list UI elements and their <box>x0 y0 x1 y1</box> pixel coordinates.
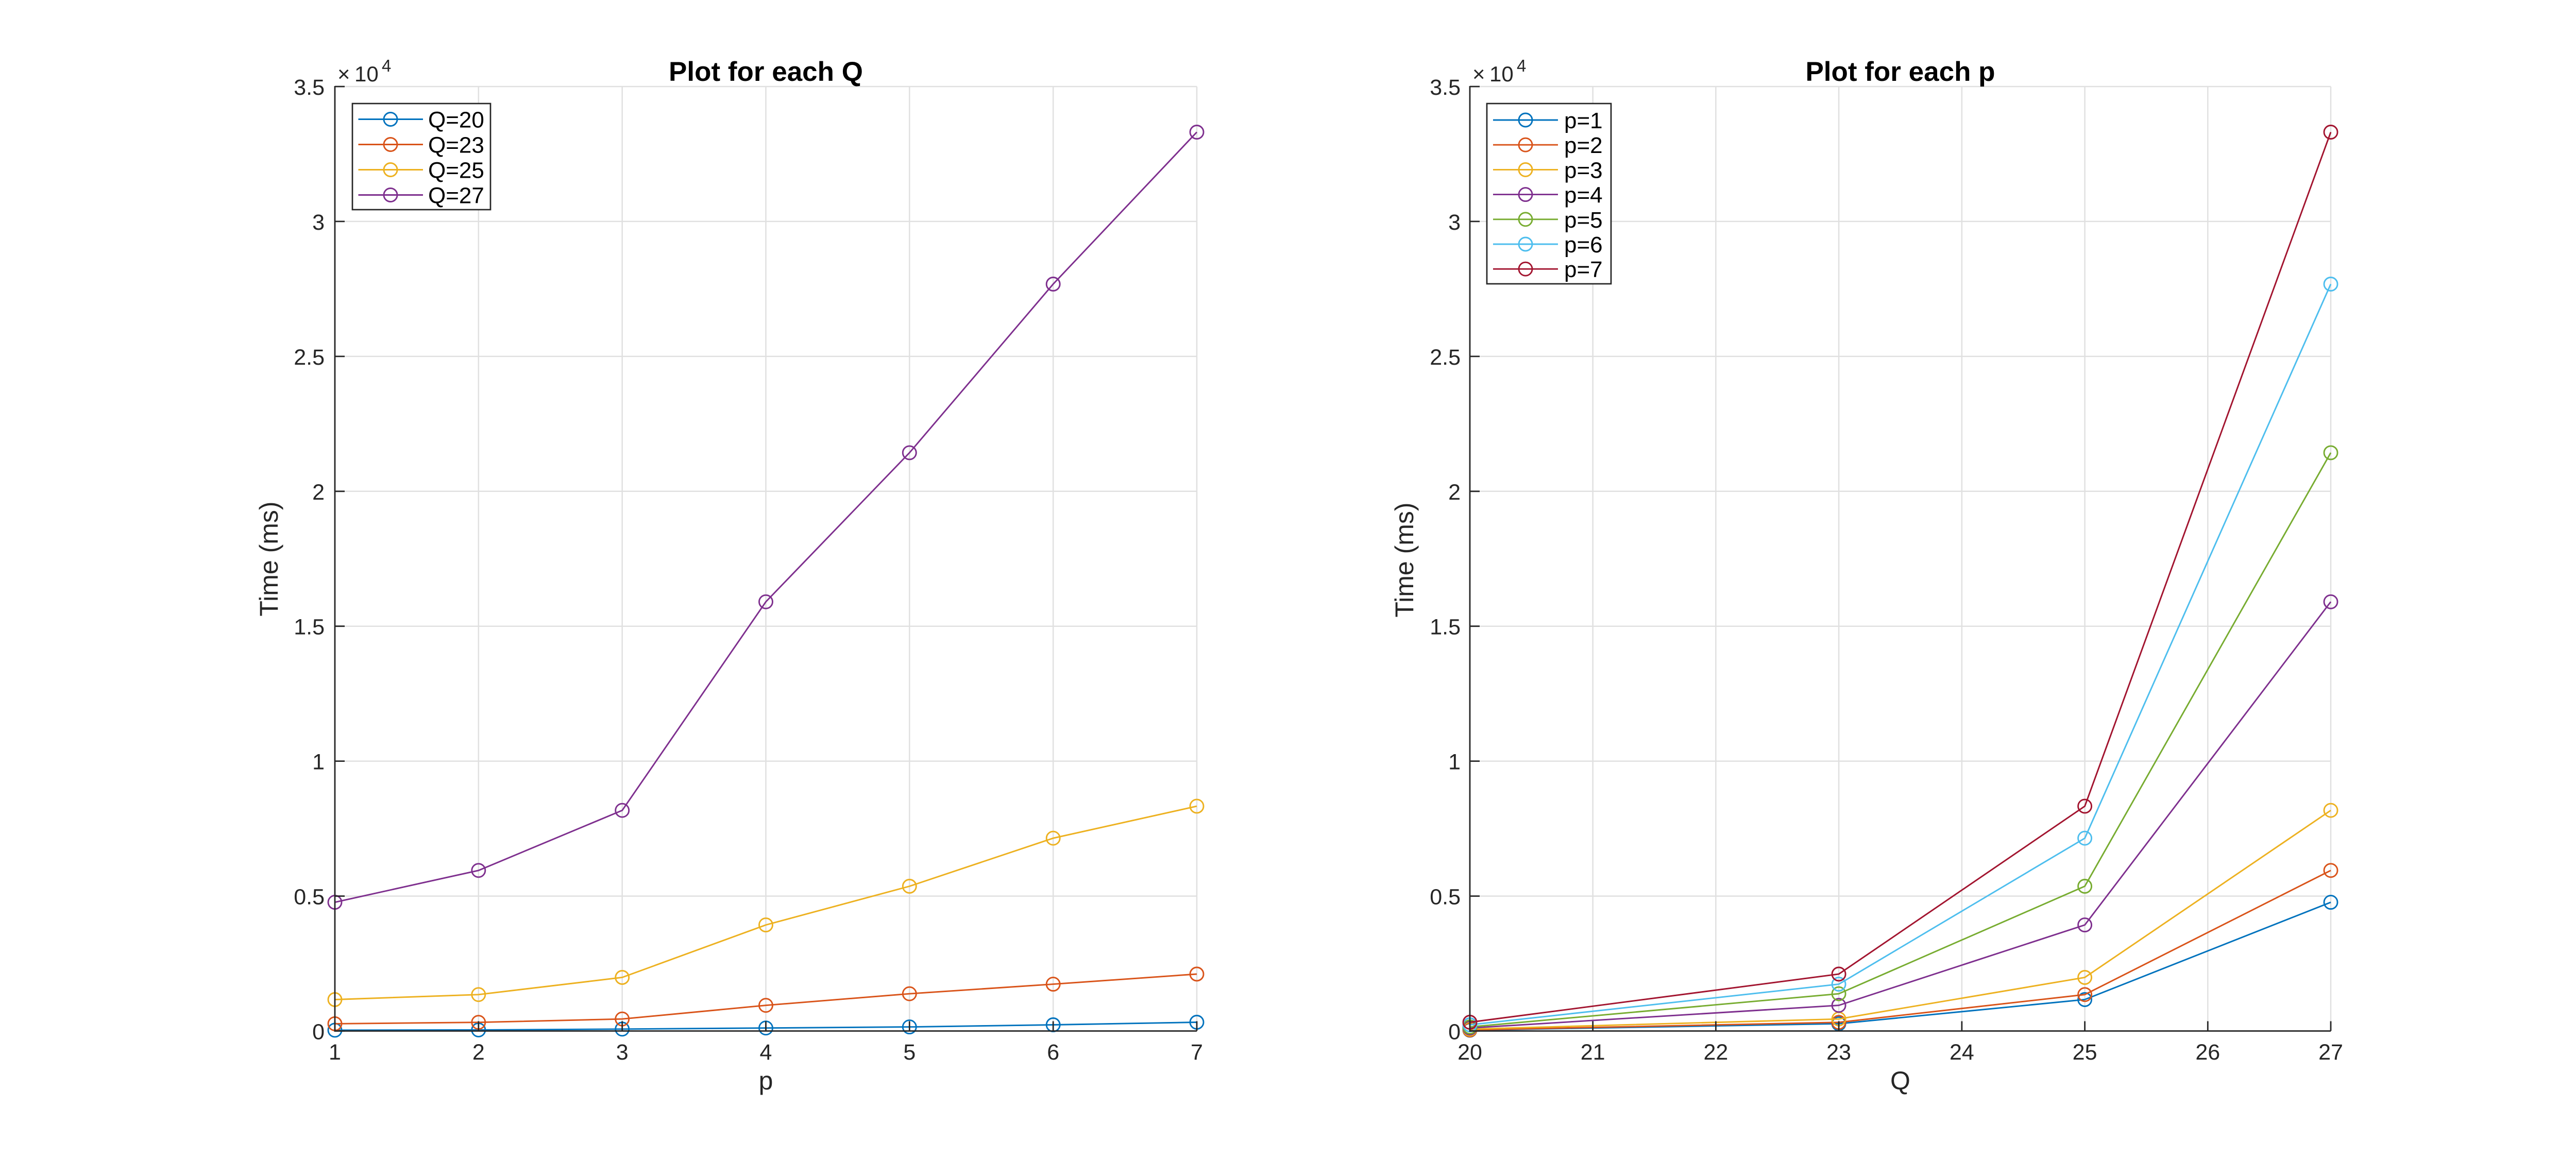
svg-text:2: 2 <box>312 480 325 505</box>
svg-text:21: 21 <box>1581 1040 1605 1065</box>
svg-text:1: 1 <box>312 750 325 775</box>
svg-text:2.5: 2.5 <box>1430 345 1461 370</box>
svg-text:×: × <box>337 62 350 86</box>
svg-text:7: 7 <box>1191 1040 1203 1065</box>
svg-text:1.5: 1.5 <box>1430 615 1461 640</box>
svg-text:2: 2 <box>1448 480 1461 505</box>
svg-text:3.5: 3.5 <box>294 75 325 100</box>
svg-text:p: p <box>759 1066 773 1095</box>
svg-text:Plot for each Q: Plot for each Q <box>669 57 863 87</box>
svg-text:p=5: p=5 <box>1564 208 1603 233</box>
svg-text:1: 1 <box>329 1040 341 1065</box>
svg-text:p=4: p=4 <box>1564 183 1603 208</box>
svg-text:23: 23 <box>1826 1040 1851 1065</box>
svg-text:Q=20: Q=20 <box>428 108 484 133</box>
svg-text:10: 10 <box>354 62 379 86</box>
svg-text:3: 3 <box>312 210 325 235</box>
svg-text:26: 26 <box>2195 1040 2220 1065</box>
svg-text:p=2: p=2 <box>1564 133 1603 158</box>
svg-text:Time (ms): Time (ms) <box>1390 502 1419 617</box>
svg-text:27: 27 <box>2318 1040 2343 1065</box>
svg-text:Q=27: Q=27 <box>428 183 484 209</box>
svg-text:3.5: 3.5 <box>1430 75 1461 100</box>
svg-text:4: 4 <box>1517 56 1526 75</box>
svg-text:0.5: 0.5 <box>294 885 325 910</box>
svg-text:p=3: p=3 <box>1564 158 1603 183</box>
svg-text:4: 4 <box>382 56 391 75</box>
svg-text:22: 22 <box>1703 1040 1728 1065</box>
svg-text:p=6: p=6 <box>1564 232 1603 258</box>
svg-text:25: 25 <box>2073 1040 2097 1065</box>
svg-text:20: 20 <box>1458 1040 1482 1065</box>
svg-text:5: 5 <box>903 1040 916 1065</box>
svg-text:Q: Q <box>1890 1066 1910 1095</box>
svg-text:3: 3 <box>616 1040 629 1065</box>
svg-text:2: 2 <box>472 1040 485 1065</box>
svg-text:2.5: 2.5 <box>294 345 325 370</box>
svg-text:1: 1 <box>1448 750 1461 775</box>
svg-text:0: 0 <box>1448 1020 1461 1045</box>
svg-text:Q=23: Q=23 <box>428 133 484 158</box>
svg-text:6: 6 <box>1047 1040 1059 1065</box>
svg-text:Q=25: Q=25 <box>428 158 484 183</box>
svg-text:0.5: 0.5 <box>1430 885 1461 910</box>
svg-text:10: 10 <box>1489 62 1514 86</box>
svg-text:3: 3 <box>1448 210 1461 235</box>
svg-text:1.5: 1.5 <box>294 615 325 640</box>
svg-text:Plot for each p: Plot for each p <box>1805 57 1995 87</box>
svg-text:p=7: p=7 <box>1564 257 1603 282</box>
svg-text:24: 24 <box>1950 1040 1974 1065</box>
svg-text:p=1: p=1 <box>1564 108 1603 133</box>
svg-text:4: 4 <box>760 1040 772 1065</box>
svg-text:0: 0 <box>312 1020 325 1045</box>
svg-text:×: × <box>1472 62 1485 86</box>
svg-text:Time (ms): Time (ms) <box>255 501 283 616</box>
